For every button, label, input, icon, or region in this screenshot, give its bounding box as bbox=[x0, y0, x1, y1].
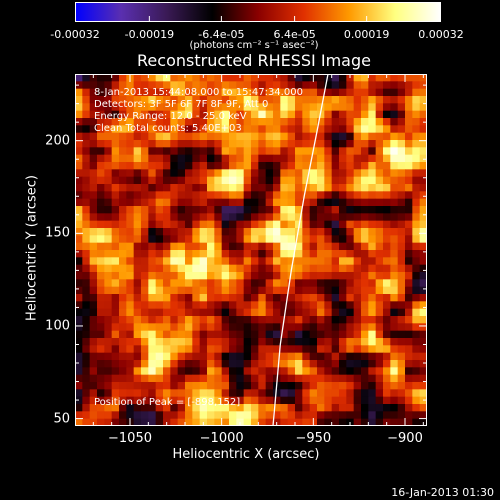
peak-position-label: Position of Peak = [-898,152] bbox=[94, 397, 241, 408]
annotation-energy-range: Energy Range: 12.0 - 25.0 keV bbox=[94, 111, 247, 122]
annotation-detectors: Detectors: 3F 5F 6F 7F 8F 9F, Att 0 bbox=[94, 99, 269, 110]
colorbar-units-label: (photons cm⁻² s⁻¹ asec⁻²) bbox=[189, 40, 319, 51]
x-tick-label: −950 bbox=[295, 431, 332, 446]
y-axis-label: Heliocentric Y (arcsec) bbox=[24, 175, 40, 321]
annotation-clean-counts: Clean Total counts: 5.40E+03 bbox=[94, 123, 242, 134]
colorbar bbox=[75, 2, 441, 22]
chart-title: Reconstructed RHESSI Image bbox=[137, 51, 371, 70]
colorbar-tick-label: 6.4e-05 bbox=[273, 28, 316, 41]
y-tick-label: 150 bbox=[45, 225, 70, 241]
axis-tickmarks bbox=[75, 74, 427, 426]
colorbar-tick-label: -6.4e-05 bbox=[198, 28, 245, 41]
colorbar-tick-label: 0.00032 bbox=[418, 28, 464, 41]
annotation-time-range: 8-Jan-2013 15:44:08.000 to 15:47:34.000 bbox=[94, 87, 303, 98]
y-tick-label: 50 bbox=[53, 411, 70, 427]
x-tick-label: −900 bbox=[387, 431, 423, 446]
plot-frame bbox=[75, 74, 427, 426]
heatmap-cells bbox=[75, 74, 427, 426]
footer-date: 16-Jan-2013 01:30 bbox=[391, 486, 494, 499]
y-tick-label: 100 bbox=[45, 318, 70, 334]
x-tick-label: −1050 bbox=[108, 431, 152, 446]
solar-limb-line bbox=[272, 74, 329, 426]
x-tick-label: −1000 bbox=[199, 431, 244, 446]
colorbar-tick-label: -0.00019 bbox=[124, 28, 175, 41]
colorbar-tick-label: -0.00032 bbox=[50, 28, 100, 41]
heatmap-plot-area bbox=[75, 74, 427, 426]
x-axis-label: Heliocentric X (arcsec) bbox=[172, 447, 320, 462]
y-tick-label: 200 bbox=[45, 133, 70, 149]
colorbar-tick-label: 0.00019 bbox=[343, 28, 390, 41]
